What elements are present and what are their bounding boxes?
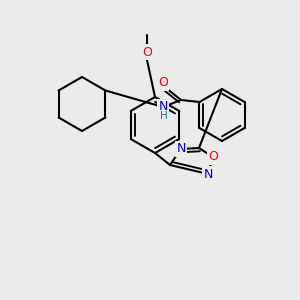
Text: O: O <box>208 151 218 164</box>
Text: N: N <box>176 142 186 155</box>
Text: O: O <box>142 46 152 59</box>
Text: N: N <box>158 100 168 113</box>
Text: O: O <box>158 76 168 89</box>
Text: H: H <box>160 111 168 121</box>
Text: N: N <box>203 167 213 181</box>
